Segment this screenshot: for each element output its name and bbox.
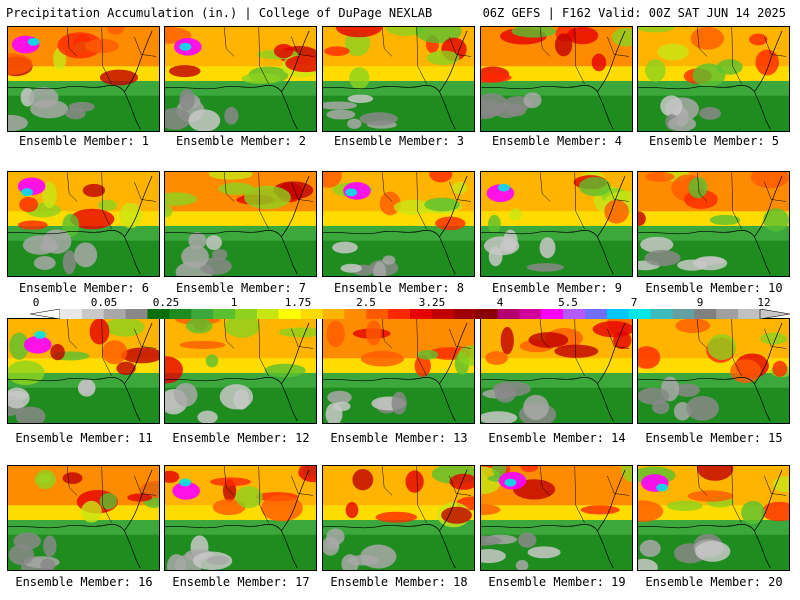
ensemble-member-map	[480, 465, 633, 571]
ensemble-member-caption: Ensemble Member: 16	[15, 575, 153, 589]
ensemble-member-map	[7, 171, 160, 277]
ensemble-member-caption: Ensemble Member: 6	[18, 281, 150, 295]
ensemble-member-caption: Ensemble Member: 8	[333, 281, 465, 295]
colorbar-segment	[453, 309, 477, 319]
colorbar-segment	[475, 309, 498, 319]
ensemble-member-caption: Ensemble Member: 13	[330, 431, 468, 445]
ensemble-member-map	[164, 318, 317, 424]
colorbar-segment	[388, 309, 411, 319]
ensemble-member-map	[637, 318, 790, 424]
colorbar-tick-label: 1.75	[284, 296, 312, 309]
ensemble-member-map	[480, 318, 633, 424]
colorbar-segment	[628, 309, 652, 319]
colorbar-segment	[191, 309, 214, 319]
ensemble-member-map	[164, 26, 317, 132]
colorbar-tick-label: 4	[496, 296, 504, 309]
colorbar-segment	[716, 309, 739, 319]
colorbar-segment	[694, 309, 717, 319]
ensemble-member-caption: Ensemble Member: 2	[175, 134, 307, 148]
ensemble-member-map	[637, 26, 790, 132]
colorbar-max-arrow	[759, 309, 790, 319]
ensemble-member-caption: Ensemble Member: 1	[18, 134, 150, 148]
ensemble-member-caption: Ensemble Member: 11	[15, 431, 153, 445]
colorbar-segment	[344, 309, 367, 319]
colorbar-labels: 0 0.05 0.25 1 1.75 2.5 3.25 4 5.5 7 9 12	[30, 296, 790, 309]
ensemble-member-map	[322, 318, 475, 424]
colorbar-tick-label: 0.25	[152, 296, 180, 309]
colorbar-segment	[60, 309, 83, 319]
ensemble-member-caption: Ensemble Member: 15	[645, 431, 783, 445]
colorbar-segment	[213, 309, 236, 319]
ensemble-member-map	[7, 318, 160, 424]
ensemble-member-caption: Ensemble Member: 7	[175, 281, 307, 295]
colorbar-segment	[497, 309, 520, 319]
colorbar-segment	[322, 309, 345, 319]
ensemble-member-caption: Ensemble Member: 5	[648, 134, 780, 148]
colorbar-segment	[563, 309, 586, 319]
colorbar-segment	[650, 309, 673, 319]
ensemble-member-caption: Ensemble Member: 4	[491, 134, 623, 148]
colorbar-segment	[235, 309, 258, 319]
ensemble-member-map	[637, 171, 790, 277]
colorbar-tick-label: 0.05	[90, 296, 118, 309]
colorbar-segment	[147, 309, 170, 319]
colorbar: 0 0.05 0.25 1 1.75 2.5 3.25 4 5.5 7 9 12	[30, 296, 790, 320]
ensemble-member-caption: Ensemble Member: 14	[488, 431, 626, 445]
colorbar-tick-label: 7	[630, 296, 638, 309]
ensemble-member-map	[637, 465, 790, 571]
ensemble-member-caption: Ensemble Member: 17	[172, 575, 310, 589]
ensemble-member-map	[164, 465, 317, 571]
ensemble-member-map	[480, 171, 633, 277]
ensemble-member-map	[7, 26, 160, 132]
ensemble-member-map	[164, 171, 317, 277]
ensemble-member-caption: Ensemble Member: 10	[645, 281, 783, 295]
ensemble-member-caption: Ensemble Member: 20	[645, 575, 783, 589]
ensemble-member-caption: Ensemble Member: 9	[491, 281, 623, 295]
ensemble-member-map	[480, 26, 633, 132]
colorbar-segment	[125, 309, 148, 319]
colorbar-segment	[81, 309, 105, 319]
colorbar-min-arrow	[30, 309, 61, 319]
colorbar-tick-label: 2.5	[356, 296, 376, 309]
colorbar-scale	[30, 309, 790, 319]
colorbar-segment	[256, 309, 280, 319]
ensemble-member-caption: Ensemble Member: 18	[330, 575, 468, 589]
colorbar-tick-label: 0	[32, 296, 40, 309]
colorbar-tick-label: 9	[696, 296, 704, 309]
colorbar-segment	[672, 309, 695, 319]
colorbar-segment	[278, 309, 302, 319]
colorbar-tick-label: 3.25	[418, 296, 446, 309]
ensemble-member-caption: Ensemble Member: 19	[488, 575, 626, 589]
colorbar-segment	[300, 309, 323, 319]
colorbar-segment	[103, 309, 127, 319]
colorbar-segment	[366, 309, 389, 319]
colorbar-tick-label: 1	[230, 296, 238, 309]
ensemble-member-map	[7, 465, 160, 571]
colorbar-segment	[541, 309, 564, 319]
colorbar-tick-label: 12	[757, 296, 771, 309]
ensemble-member-map	[322, 465, 475, 571]
colorbar-segment	[519, 309, 542, 319]
model-run-info: 06Z GEFS | F162 Valid: 00Z SAT JUN 14 20…	[482, 6, 786, 20]
colorbar-tick-label: 5.5	[558, 296, 578, 309]
ensemble-member-caption: Ensemble Member: 3	[333, 134, 465, 148]
colorbar-segment	[410, 309, 433, 319]
ensemble-member-caption: Ensemble Member: 12	[172, 431, 310, 445]
colorbar-segment	[585, 309, 608, 319]
ensemble-member-map	[322, 26, 475, 132]
figure-header: Precipitation Accumulation (in.) | Colle…	[0, 0, 800, 24]
figure-title: Precipitation Accumulation (in.) | Colle…	[6, 6, 433, 20]
colorbar-segment	[606, 309, 630, 319]
ensemble-member-map	[322, 171, 475, 277]
colorbar-segment	[169, 309, 192, 319]
colorbar-segment	[431, 309, 455, 319]
colorbar-segment	[738, 309, 761, 319]
